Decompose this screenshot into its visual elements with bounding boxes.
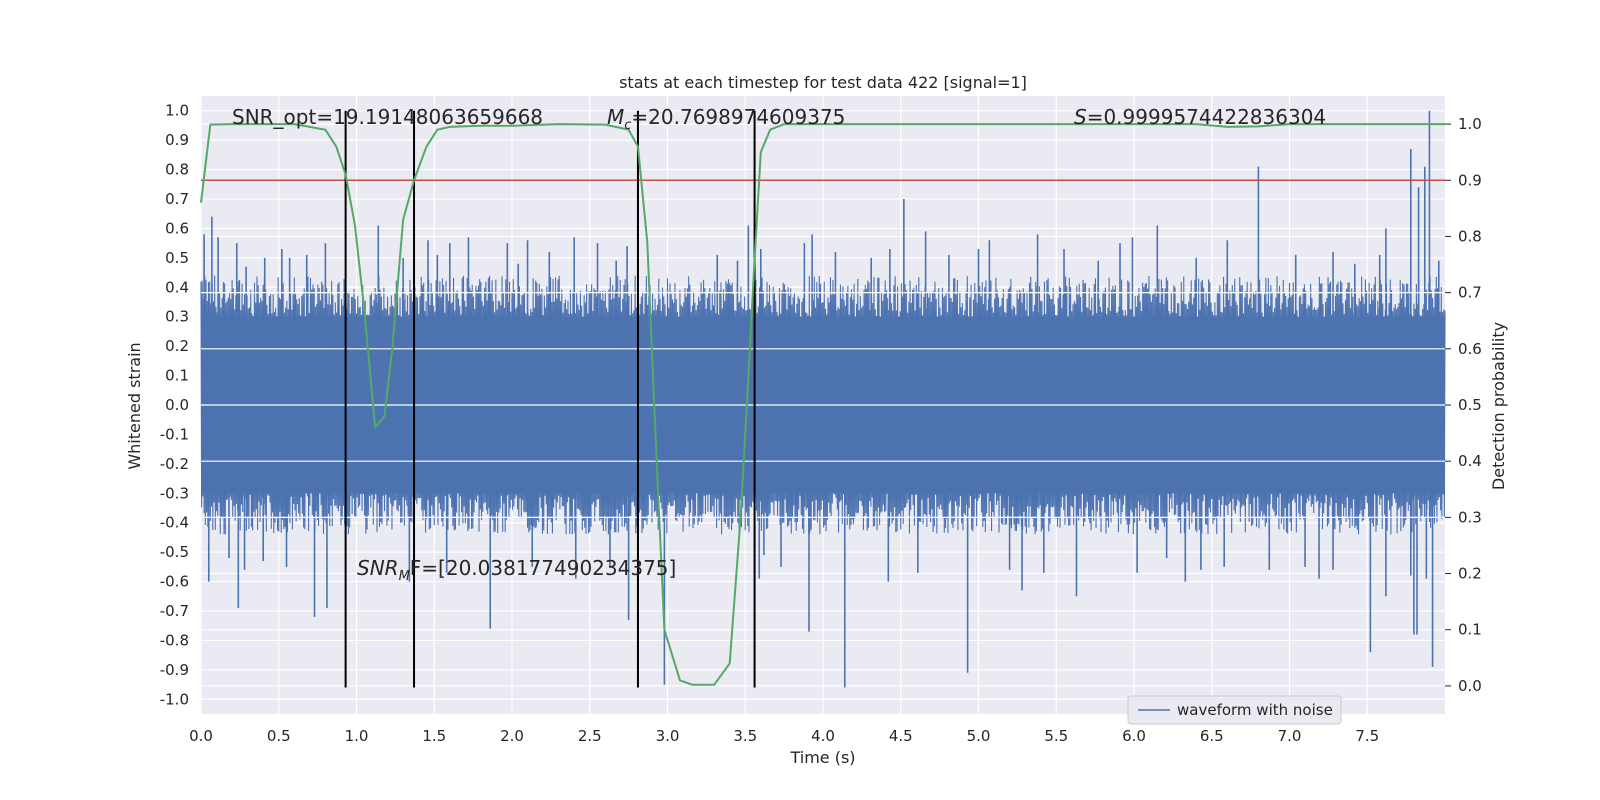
y-tick-label-left: -0.4 — [160, 514, 189, 532]
y-tick-label-left: 0.5 — [165, 249, 189, 267]
y-tick-label-right: 0.4 — [1458, 452, 1482, 470]
y-tick-label-left: 0.4 — [165, 278, 189, 296]
vertical-markers — [344, 110, 756, 688]
y-tick-label-right: 0.1 — [1458, 621, 1482, 639]
y-tick-label-left: 0.9 — [165, 131, 189, 149]
x-tick-label: 6.0 — [1122, 727, 1146, 745]
y-tick-label-left: 0.7 — [165, 190, 189, 208]
chirp-mass-value: =20.7698974609375 — [631, 105, 845, 129]
y-tick-label-right: 1.0 — [1458, 115, 1482, 133]
x-tick-label: 1.5 — [422, 727, 446, 745]
y-tick-label-left: 0.2 — [165, 337, 189, 355]
y-tick-label-left: -0.3 — [160, 484, 189, 502]
y-tick-label-right: 0.5 — [1458, 396, 1482, 414]
legend: waveform with noise — [1127, 695, 1342, 725]
legend-box — [1127, 695, 1342, 725]
s-symbol: S — [1074, 105, 1087, 129]
y-tick-label-left: -0.1 — [160, 425, 189, 443]
y-tick-label-right: 0.7 — [1458, 284, 1482, 302]
chirp-mass-annotation: Mc=20.7698974609375 — [607, 105, 845, 133]
x-tick-label: 5.0 — [967, 727, 991, 745]
chirp-mass-subscript: c — [624, 118, 631, 133]
tick-labels: 0.0 0.5 1.0 1.5 2.0 2.5 3.0 3.5 4.0 4.5 5.0 5.5 6.0 6… — [160, 102, 1482, 745]
y-tick-label-left: 1.0 — [165, 102, 189, 120]
y-tick-label-left: 0.0 — [165, 396, 189, 414]
detection-probability-line — [200, 123, 1445, 686]
y-tick-label-right: 0.3 — [1458, 508, 1482, 526]
snr-mf-subscript: M — [399, 569, 410, 584]
x-tick-label: 1.0 — [345, 727, 369, 745]
x-tick-label: 3.5 — [733, 727, 757, 745]
detection-probability-series — [200, 123, 1445, 686]
y-tick-label-left: -0.6 — [160, 573, 189, 591]
chart-title: stats at each timestep for test data 422… — [619, 73, 1027, 92]
x-tick-label: 3.0 — [656, 727, 680, 745]
snr-opt-annotation: SNR_opt=19.19148063659668 — [232, 105, 543, 129]
legend-label: waveform with noise — [1177, 701, 1333, 719]
chirp-mass-symbol: M — [607, 105, 624, 129]
x-tick-label: 6.5 — [1200, 727, 1224, 745]
x-tick-label: 7.5 — [1355, 727, 1379, 745]
y-tick-label-left: 0.6 — [165, 219, 189, 237]
y-tick-label-left: 0.8 — [165, 161, 189, 179]
x-tick-label: 7.0 — [1278, 727, 1302, 745]
x-tick-label: 5.5 — [1044, 727, 1068, 745]
y-tick-label-right: 0.0 — [1458, 677, 1482, 695]
y-tick-label-left: 0.3 — [165, 308, 189, 326]
y-tick-label-right: 0.6 — [1458, 340, 1482, 358]
x-axis-label: Time (s) — [789, 748, 855, 767]
y-tick-label-left: -0.5 — [160, 543, 189, 561]
x-tick-label: 0.5 — [267, 727, 291, 745]
y-axis-label-right: Detection probability — [1489, 322, 1508, 490]
s-annotation: S=0.9999574422836304 — [1074, 105, 1326, 129]
x-tick-label: 4.5 — [889, 727, 913, 745]
waveform-series — [200, 110, 1446, 688]
y-tick-label-right: 0.8 — [1458, 227, 1482, 245]
x-tick-label: 0.0 — [189, 727, 213, 745]
y-tick-label-left: 0.1 — [165, 367, 189, 385]
x-tick-label: 2.0 — [500, 727, 524, 745]
x-tick-label: 4.0 — [811, 727, 835, 745]
snr-mf-annotation: SNRMF=[20.038177490234375] — [357, 556, 676, 584]
y-tick-label-right: 0.9 — [1458, 171, 1482, 189]
x-tick-label: 2.5 — [578, 727, 602, 745]
y-tick-label-left: -1.0 — [160, 690, 189, 708]
s-value: =0.9999574422836304 — [1087, 105, 1326, 129]
y-axis-label-left: Whitened strain — [125, 342, 144, 469]
snr-mf-value: F=[20.038177490234375] — [410, 556, 677, 580]
snr-mf-symbol: SNR — [357, 556, 399, 580]
y-tick-label-right: 0.2 — [1458, 565, 1482, 583]
y-tick-label-left: -0.2 — [160, 455, 189, 473]
y-tick-label-left: -0.7 — [160, 602, 189, 620]
y-tick-label-left: -0.9 — [160, 661, 189, 679]
y-tick-label-left: -0.8 — [160, 631, 189, 649]
